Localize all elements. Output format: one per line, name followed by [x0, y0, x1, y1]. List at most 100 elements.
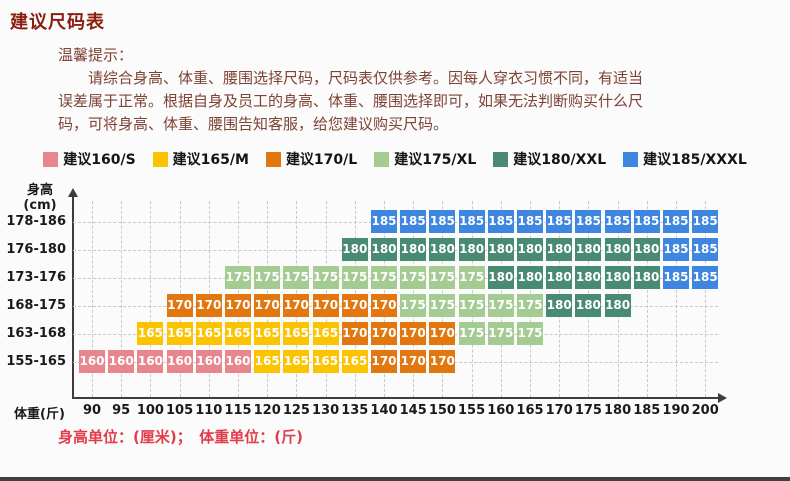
y-tick-label: 163-168	[6, 326, 66, 341]
size-cell: 165	[195, 322, 222, 345]
x-tick-label: 125	[282, 403, 310, 418]
size-cell: 160	[166, 350, 193, 373]
legend-item: 建议160/S	[43, 149, 136, 169]
legend-swatch-icon	[623, 151, 639, 167]
x-axis-line	[72, 397, 720, 399]
size-cell: 180	[546, 294, 573, 317]
y-tick-label: 155-165	[6, 354, 66, 369]
size-cell: 170	[166, 294, 193, 317]
size-cell: 180	[458, 238, 485, 261]
size-cell: 185	[692, 266, 719, 289]
size-cell: 165	[341, 350, 368, 373]
size-cell: 185	[575, 210, 602, 233]
size-cell: 165	[283, 322, 310, 345]
size-cell: 170	[341, 294, 368, 317]
size-cell: 185	[458, 210, 485, 233]
size-cell: 175	[312, 266, 339, 289]
size-cell: 160	[79, 350, 105, 373]
size-tips: 温馨提示： 请综合身高、体重、腰围选择尺码，尺码表仅供参考。因每人穿衣习惯不同，…	[58, 44, 748, 136]
size-cell: 170	[400, 350, 427, 373]
legend-label: 建议160/S	[63, 152, 136, 168]
tips-line: 请综合身高、体重、腰围选择尺码，尺码表仅供参考。因每人穿衣习惯不同，有适当	[58, 69, 644, 87]
size-cell: 185	[663, 238, 689, 261]
size-cell: 180	[575, 294, 602, 317]
y-tick-label: 176-180	[6, 242, 66, 257]
legend-swatch-icon	[493, 151, 509, 167]
y-tick-label: 173-176	[6, 270, 66, 285]
legend-item: 建议185/XXXL	[623, 149, 747, 169]
gridline-vertical	[646, 201, 648, 397]
y-tick-label: 168-175	[6, 298, 66, 313]
size-cell: 175	[283, 266, 310, 289]
size-cell: 180	[371, 238, 397, 261]
size-cell: 175	[517, 294, 543, 317]
x-tick-label: 175	[574, 403, 602, 418]
size-cell: 185	[400, 210, 427, 233]
tips-line: 码，可将身高、体重、腰围告知客服，给您建议购买尺码。	[58, 115, 449, 133]
bottom-divider	[0, 477, 790, 481]
x-tick-label: 140	[370, 403, 398, 418]
x-tick-label: 100	[136, 403, 164, 418]
legend-label: 建议180/XXL	[513, 152, 607, 168]
size-cell: 165	[225, 322, 251, 345]
size-cell: 165	[137, 322, 164, 345]
legend-swatch-icon	[374, 151, 390, 167]
size-cell: 165	[312, 322, 339, 345]
size-cell: 160	[108, 350, 135, 373]
size-cell: 180	[604, 294, 631, 317]
size-cell: 185	[546, 210, 573, 233]
size-cell: 185	[692, 238, 719, 261]
x-tick-label: 105	[166, 403, 194, 418]
size-cell: 180	[517, 238, 543, 261]
size-cell: 175	[429, 294, 456, 317]
size-cell: 180	[546, 238, 573, 261]
size-cell: 180	[604, 238, 631, 261]
size-cell: 180	[633, 238, 660, 261]
size-legend: 建议160/S 建议165/M 建议170/L 建议175/XL 建议180/XXL 建议…	[0, 149, 790, 169]
legend-label: 建议170/L	[285, 152, 358, 168]
legend-item: 建议175/XL	[374, 149, 476, 169]
size-cell: 170	[254, 294, 281, 317]
size-cell: 175	[458, 266, 485, 289]
x-tick-label: 155	[458, 403, 486, 418]
legend-label: 建议175/XL	[394, 152, 477, 168]
y-axis-title: 身高 (cm)	[16, 183, 64, 213]
size-cell: 175	[400, 294, 427, 317]
size-cell: 175	[458, 294, 485, 317]
x-tick-label: 170	[545, 403, 573, 418]
x-tick-label: 180	[604, 403, 632, 418]
size-cell: 185	[692, 210, 719, 233]
size-cell: 185	[487, 210, 514, 233]
size-cell: 175	[254, 266, 281, 289]
size-cell: 170	[371, 294, 397, 317]
size-cell: 175	[429, 266, 456, 289]
size-cell: 180	[517, 266, 543, 289]
size-cell: 185	[371, 210, 397, 233]
gridline-vertical	[92, 201, 93, 397]
size-cell: 180	[575, 238, 602, 261]
size-cell: 180	[633, 266, 660, 289]
size-cell: 170	[312, 294, 339, 317]
units-note: 身高单位：(厘米)； 体重单位：(斤)	[58, 428, 303, 446]
size-cell: 170	[400, 322, 427, 345]
x-axis-arrow-icon	[718, 393, 727, 403]
size-cell: 175	[371, 266, 397, 289]
size-cell: 185	[633, 210, 660, 233]
size-cell: 170	[283, 294, 310, 317]
x-tick-label: 130	[312, 403, 340, 418]
legend-item: 建议165/M	[152, 149, 249, 169]
legend-item: 建议170/L	[265, 149, 358, 169]
page-title: 建议尺码表	[10, 12, 105, 33]
size-cell: 180	[487, 266, 514, 289]
size-cell: 175	[487, 322, 514, 345]
y-axis-line	[72, 197, 74, 398]
y-axis-title-unit: (cm)	[23, 198, 57, 213]
x-tick-label: 190	[662, 403, 690, 418]
size-cell: 170	[341, 322, 368, 345]
y-tick-label: 178-186	[6, 214, 66, 229]
x-tick-label: 90	[82, 403, 102, 418]
size-cell: 185	[663, 266, 689, 289]
size-cell: 185	[429, 210, 456, 233]
